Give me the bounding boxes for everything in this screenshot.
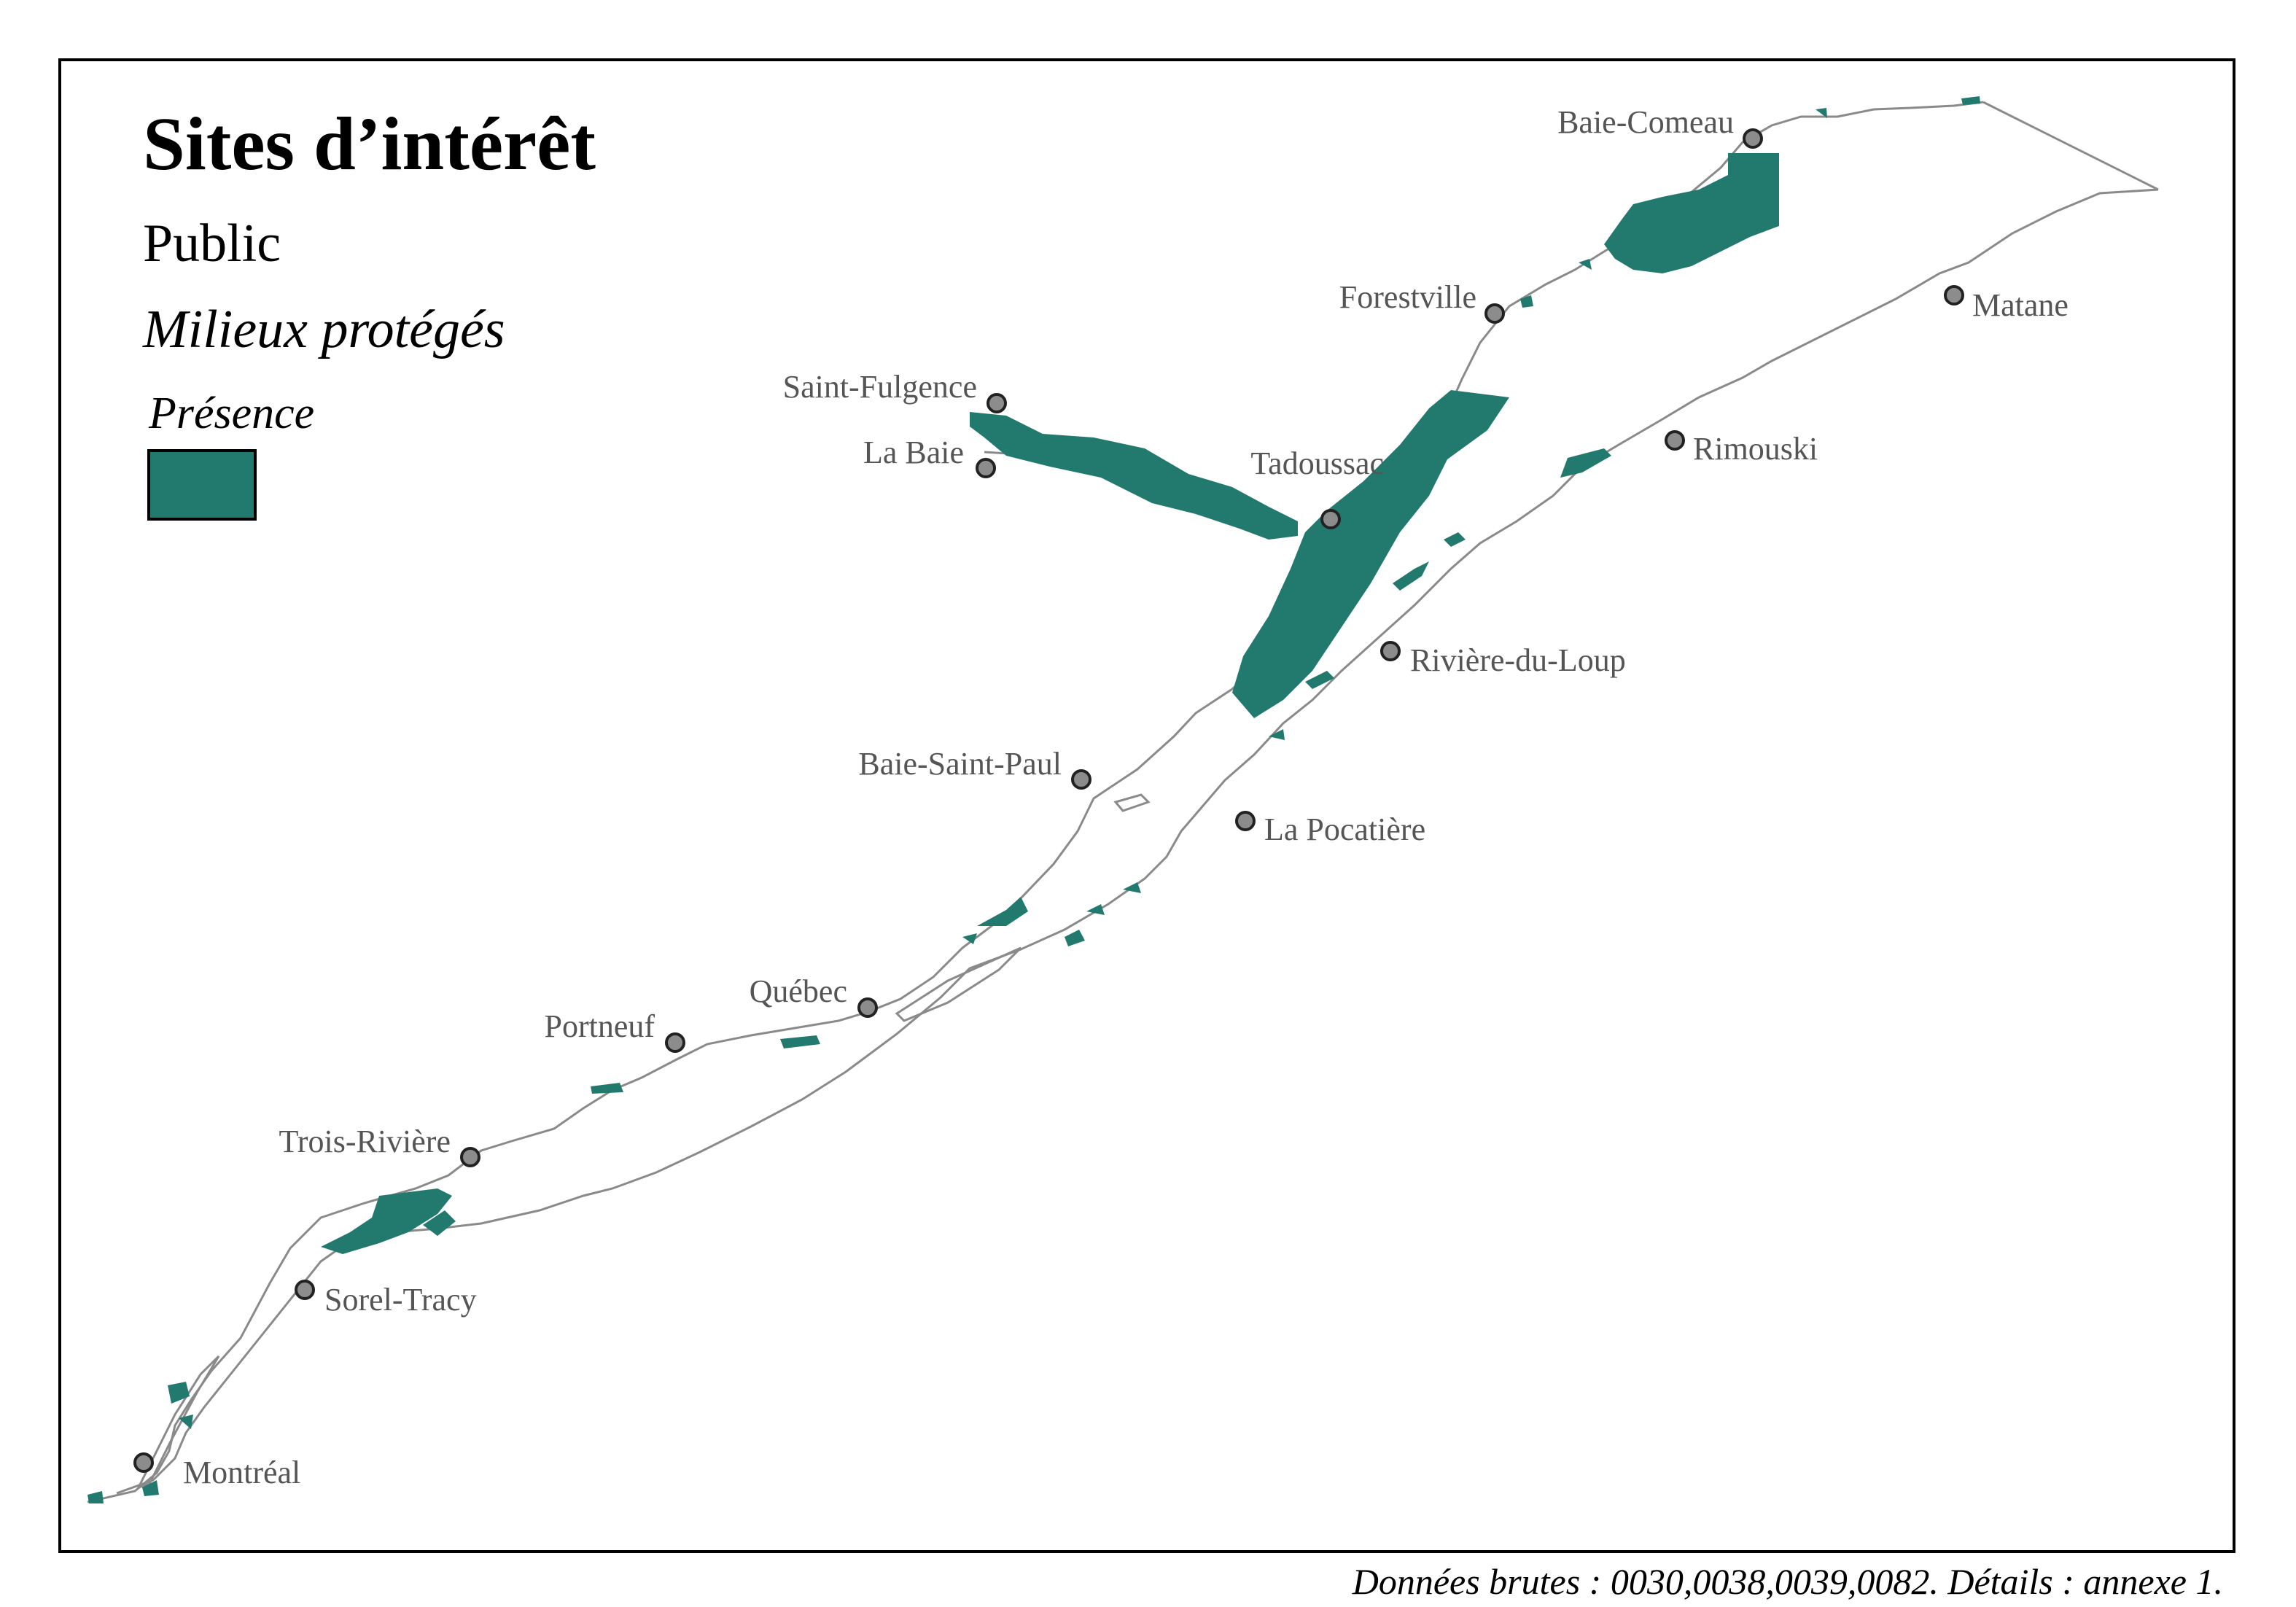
cities-layer: Baie-Comeau Forestville Matane Saint-Fulgen… [133, 104, 2069, 1490]
protected-area-south-shore[interactable] [1065, 729, 1285, 946]
city-label: Sorel-Tracy [324, 1282, 477, 1318]
city-marker[interactable] [1235, 811, 1256, 831]
protected-area-portneuf[interactable] [591, 1035, 820, 1094]
city-marker[interactable] [976, 458, 996, 478]
city-label: Saint-Fulgence [783, 369, 977, 405]
source-note: Données brutes : 0030,0038,0039,0082. Dé… [1352, 1561, 2223, 1602]
legend-swatch-presence [147, 449, 257, 521]
protected-area-quebec[interactable] [962, 897, 1028, 944]
city-label: Baie-Comeau [1557, 104, 1734, 140]
protected-area-estuary[interactable] [1232, 390, 1509, 718]
city-la-pocati-re[interactable]: La Pocatière [1235, 811, 1425, 847]
city-rivi-re-du-loup[interactable]: Rivière-du-Loup [1380, 641, 1626, 678]
city-marker[interactable] [133, 1452, 154, 1473]
city-label: Forestville [1339, 279, 1476, 315]
city-marker[interactable] [1071, 769, 1091, 790]
map-frame [58, 58, 2235, 1553]
city-label: Portneuf [544, 1008, 655, 1044]
ile-orleans [895, 946, 1022, 1022]
city-label: Tadoussac [1250, 445, 1384, 481]
city-forestville[interactable]: Forestville [1339, 279, 1505, 324]
city-marker[interactable] [460, 1147, 480, 1167]
city-label: Baie-Saint-Paul [858, 746, 1062, 782]
city-qu-bec[interactable]: Québec [750, 973, 878, 1018]
city-marker[interactable] [857, 997, 878, 1018]
city-tadoussac[interactable]: Tadoussac [1250, 445, 1384, 529]
city-marker[interactable] [1320, 509, 1341, 529]
city-marker[interactable] [1380, 641, 1401, 661]
city-marker[interactable] [295, 1280, 315, 1300]
map-subtitle: Public [143, 214, 281, 273]
city-marker[interactable] [1484, 303, 1505, 324]
city-marker[interactable] [1743, 128, 1763, 149]
city-rimouski[interactable]: Rimouski [1665, 430, 1818, 467]
protected-area-sorel[interactable] [423, 1210, 456, 1236]
protected-area-saguenay[interactable] [970, 412, 1298, 540]
protected-areas[interactable] [87, 96, 1980, 1503]
city-marker[interactable] [1944, 285, 1964, 306]
city-montr-al[interactable]: Montréal [133, 1452, 300, 1490]
montreal-island [136, 1355, 220, 1490]
layer-name: Milieux protégés [143, 300, 505, 359]
city-la-baie[interactable]: La Baie [863, 435, 996, 478]
city-baie-saint-paul[interactable]: Baie-Saint-Paul [858, 746, 1091, 790]
city-label: La Pocatière [1264, 812, 1425, 847]
city-label: Rivière-du-Loup [1410, 642, 1626, 678]
city-marker[interactable] [1665, 430, 1685, 451]
city-label: Matane [1972, 287, 2069, 323]
protected-area-lac-st-pierre[interactable] [321, 1188, 452, 1254]
protected-area-rimouski[interactable] [1560, 448, 1611, 478]
protected-area-montreal[interactable] [87, 1382, 193, 1503]
east-closure [1982, 101, 2159, 191]
protected-area-baie-comeau[interactable] [1604, 153, 1779, 273]
city-portneuf[interactable]: Portneuf [544, 1008, 685, 1053]
city-marker[interactable] [665, 1032, 685, 1053]
legend-heading: Présence [149, 389, 315, 438]
city-matane[interactable]: Matane [1944, 285, 2069, 323]
city-sorel-tracy[interactable]: Sorel-Tracy [295, 1280, 477, 1318]
city-baie-comeau[interactable]: Baie-Comeau [1557, 104, 1763, 149]
city-trois-rivi-re[interactable]: Trois-Rivière [279, 1124, 480, 1167]
city-label: Rimouski [1693, 431, 1818, 467]
city-label: Montréal [183, 1455, 300, 1490]
map-title: Sites d’intérêt [143, 102, 596, 186]
small-island [1113, 793, 1151, 812]
city-label: La Baie [863, 435, 964, 470]
city-label: Trois-Rivière [279, 1124, 451, 1159]
city-marker[interactable] [986, 393, 1007, 413]
city-saint-fulgence[interactable]: Saint-Fulgence [783, 369, 1007, 413]
city-label: Québec [750, 973, 847, 1009]
